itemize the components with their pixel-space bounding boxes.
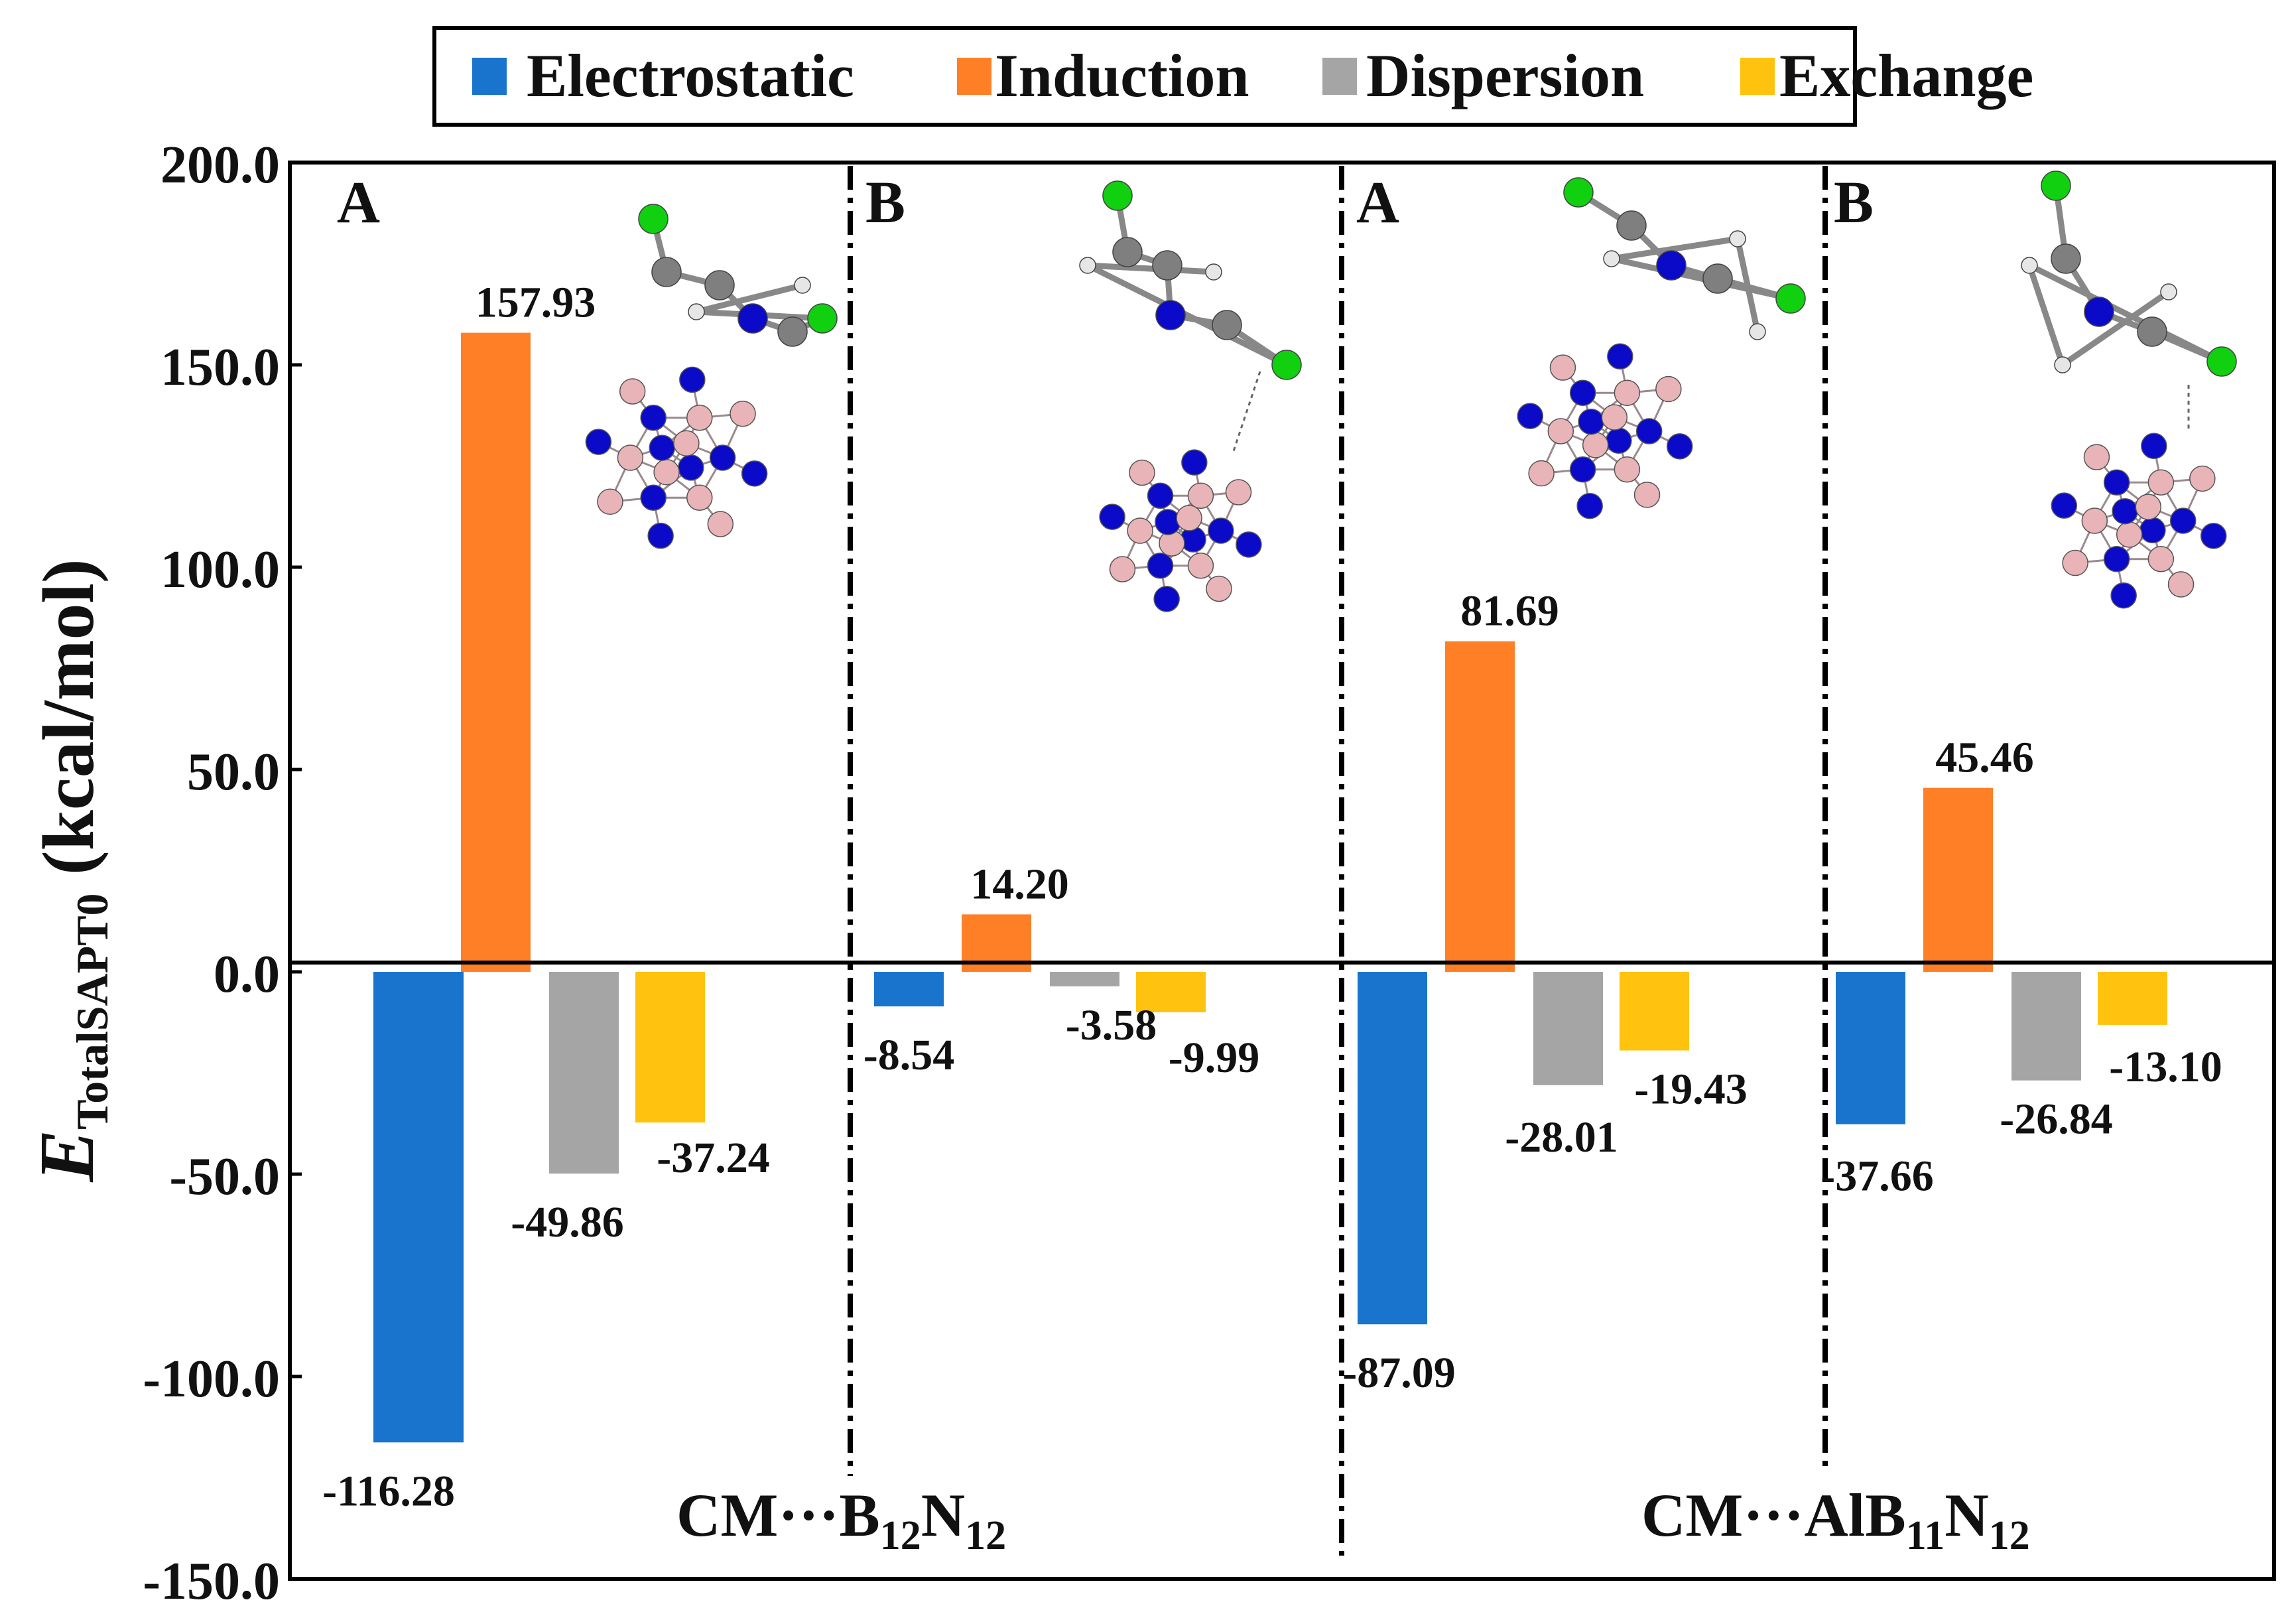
y-axis-title: ETotalSAPT0 (kcal/mol) [23,559,117,1182]
bar-value-label: -87.09 [1342,1349,1455,1397]
panel-letter: A [1356,170,1399,235]
bar-dispersion [1533,972,1603,1085]
bar-value-label: -8.54 [863,1031,954,1079]
system-label: CM···AlB11N12 [1641,1481,2030,1558]
alb-nitride-cage-icon [2051,433,2227,609]
system-labels: CM···B12N12 CM···AlB11N12 [676,1481,2030,1558]
bar-dispersion [2011,972,2081,1081]
y-tick-label: 150.0 [160,338,280,397]
legend-label-exchange: Exchange [1779,42,2033,109]
molecule-insets [585,170,2237,612]
bar-induction [1445,641,1515,972]
legend: Electrostatic Induction Dispersion Excha… [432,26,2033,127]
bar-exchange [1620,972,1689,1051]
bar-value-label: 45.46 [1935,734,2034,782]
bar-value-label: 81.69 [1460,587,1559,636]
system-part: B [839,1481,879,1549]
bar-induction [1923,787,1993,972]
bar-value-label: -13.10 [2109,1043,2222,1091]
y-tick-label: 200.0 [160,136,280,194]
bar-value-label: -116.28 [322,1467,455,1515]
chloroethylamine-molecule-icon [1079,180,1302,380]
system-part: N [1945,1481,1988,1549]
legend-label-induction: Induction [995,42,1249,109]
y-tick-label: 100.0 [160,541,280,599]
panel-letter: A [337,170,380,235]
bar-electrostatic [1836,972,1905,1124]
bar-dispersion [1050,972,1119,986]
group-separators [848,166,1828,1556]
legend-swatch-induction [957,58,991,95]
bar-exchange [1136,972,1206,1012]
plot-frame [288,161,2276,1581]
legend-label-electrostatic: Electrostatic [527,42,854,109]
y-tick-label: -150.0 [143,1552,280,1610]
bar-induction [461,332,531,972]
bar-exchange [635,972,705,1123]
legend-swatch-electrostatic [472,58,507,95]
boron-nitride-cage-icon [585,366,768,549]
bar-value-label: -9.99 [1169,1034,1259,1082]
system-prefix: CM··· [1641,1481,1804,1549]
bar-value-label: -26.84 [2000,1095,2112,1144]
system-subscript: 12 [880,1513,921,1558]
bar-value-label: -3.58 [1066,1001,1157,1049]
y-tick-label: 0.0 [214,945,280,1004]
legend-swatch-dispersion [1322,58,1357,95]
system-label: CM···B12N12 [676,1481,1006,1558]
y-tick-label: 50.0 [187,743,280,801]
panel-letter: B [865,170,905,235]
bar-value-label: 157.93 [476,279,596,327]
legend-swatch-exchange [1740,58,1775,95]
bar-series [373,332,2167,1443]
y-axis-title-sub: TotalSAPT0 [67,893,117,1129]
bar-value-label: -49.86 [511,1198,623,1246]
alb-nitride-cage-icon [1517,343,1693,519]
system-prefix: CM··· [676,1481,839,1549]
y-tick-label: -50.0 [169,1148,280,1206]
y-axis-ticks: 200.0 150.0 100.0 50.0 0.0 -50.0 -100.0 -150.0 [143,136,302,1610]
y-tick-label: -100.0 [143,1350,280,1408]
bar-value-label: 14.20 [970,860,1069,908]
bar-value-label: -19.43 [1634,1065,1747,1114]
y-axis-title-unit: (kcal/mol) [28,559,109,893]
bar-electrostatic [373,972,464,1443]
legend-label-dispersion: Dispersion [1366,42,1644,109]
y-axis-title-main: E [23,1130,110,1183]
bar-exchange [2098,972,2167,1025]
chloroethylamine-molecule-icon [2021,170,2237,377]
bar-value-label: -37.24 [657,1134,769,1182]
system-subscript: 12 [1989,1513,2030,1558]
system-subscript: 11 [1906,1513,1945,1558]
boron-nitride-cage-icon [1099,449,1262,612]
chloroethylamine-molecule-icon [1563,177,1806,340]
chloroethylamine-molecule-icon [638,204,838,347]
panel-letter: B [1834,170,1874,235]
bar-value-label: -37.66 [1820,1152,1933,1201]
legend-frame [432,26,1857,127]
bar-electrostatic [1358,972,1427,1325]
bar-electrostatic [874,972,944,1007]
bar-dispersion [549,972,619,1174]
system-subscript: 12 [965,1513,1006,1558]
system-part: N [921,1481,965,1549]
bar-value-label: -28.01 [1505,1113,1618,1162]
system-part: AlB [1804,1481,1905,1549]
value-labels: -116.28 157.93 -49.86 -37.24 -8.54 14.20 -3.58… [322,279,2222,1516]
